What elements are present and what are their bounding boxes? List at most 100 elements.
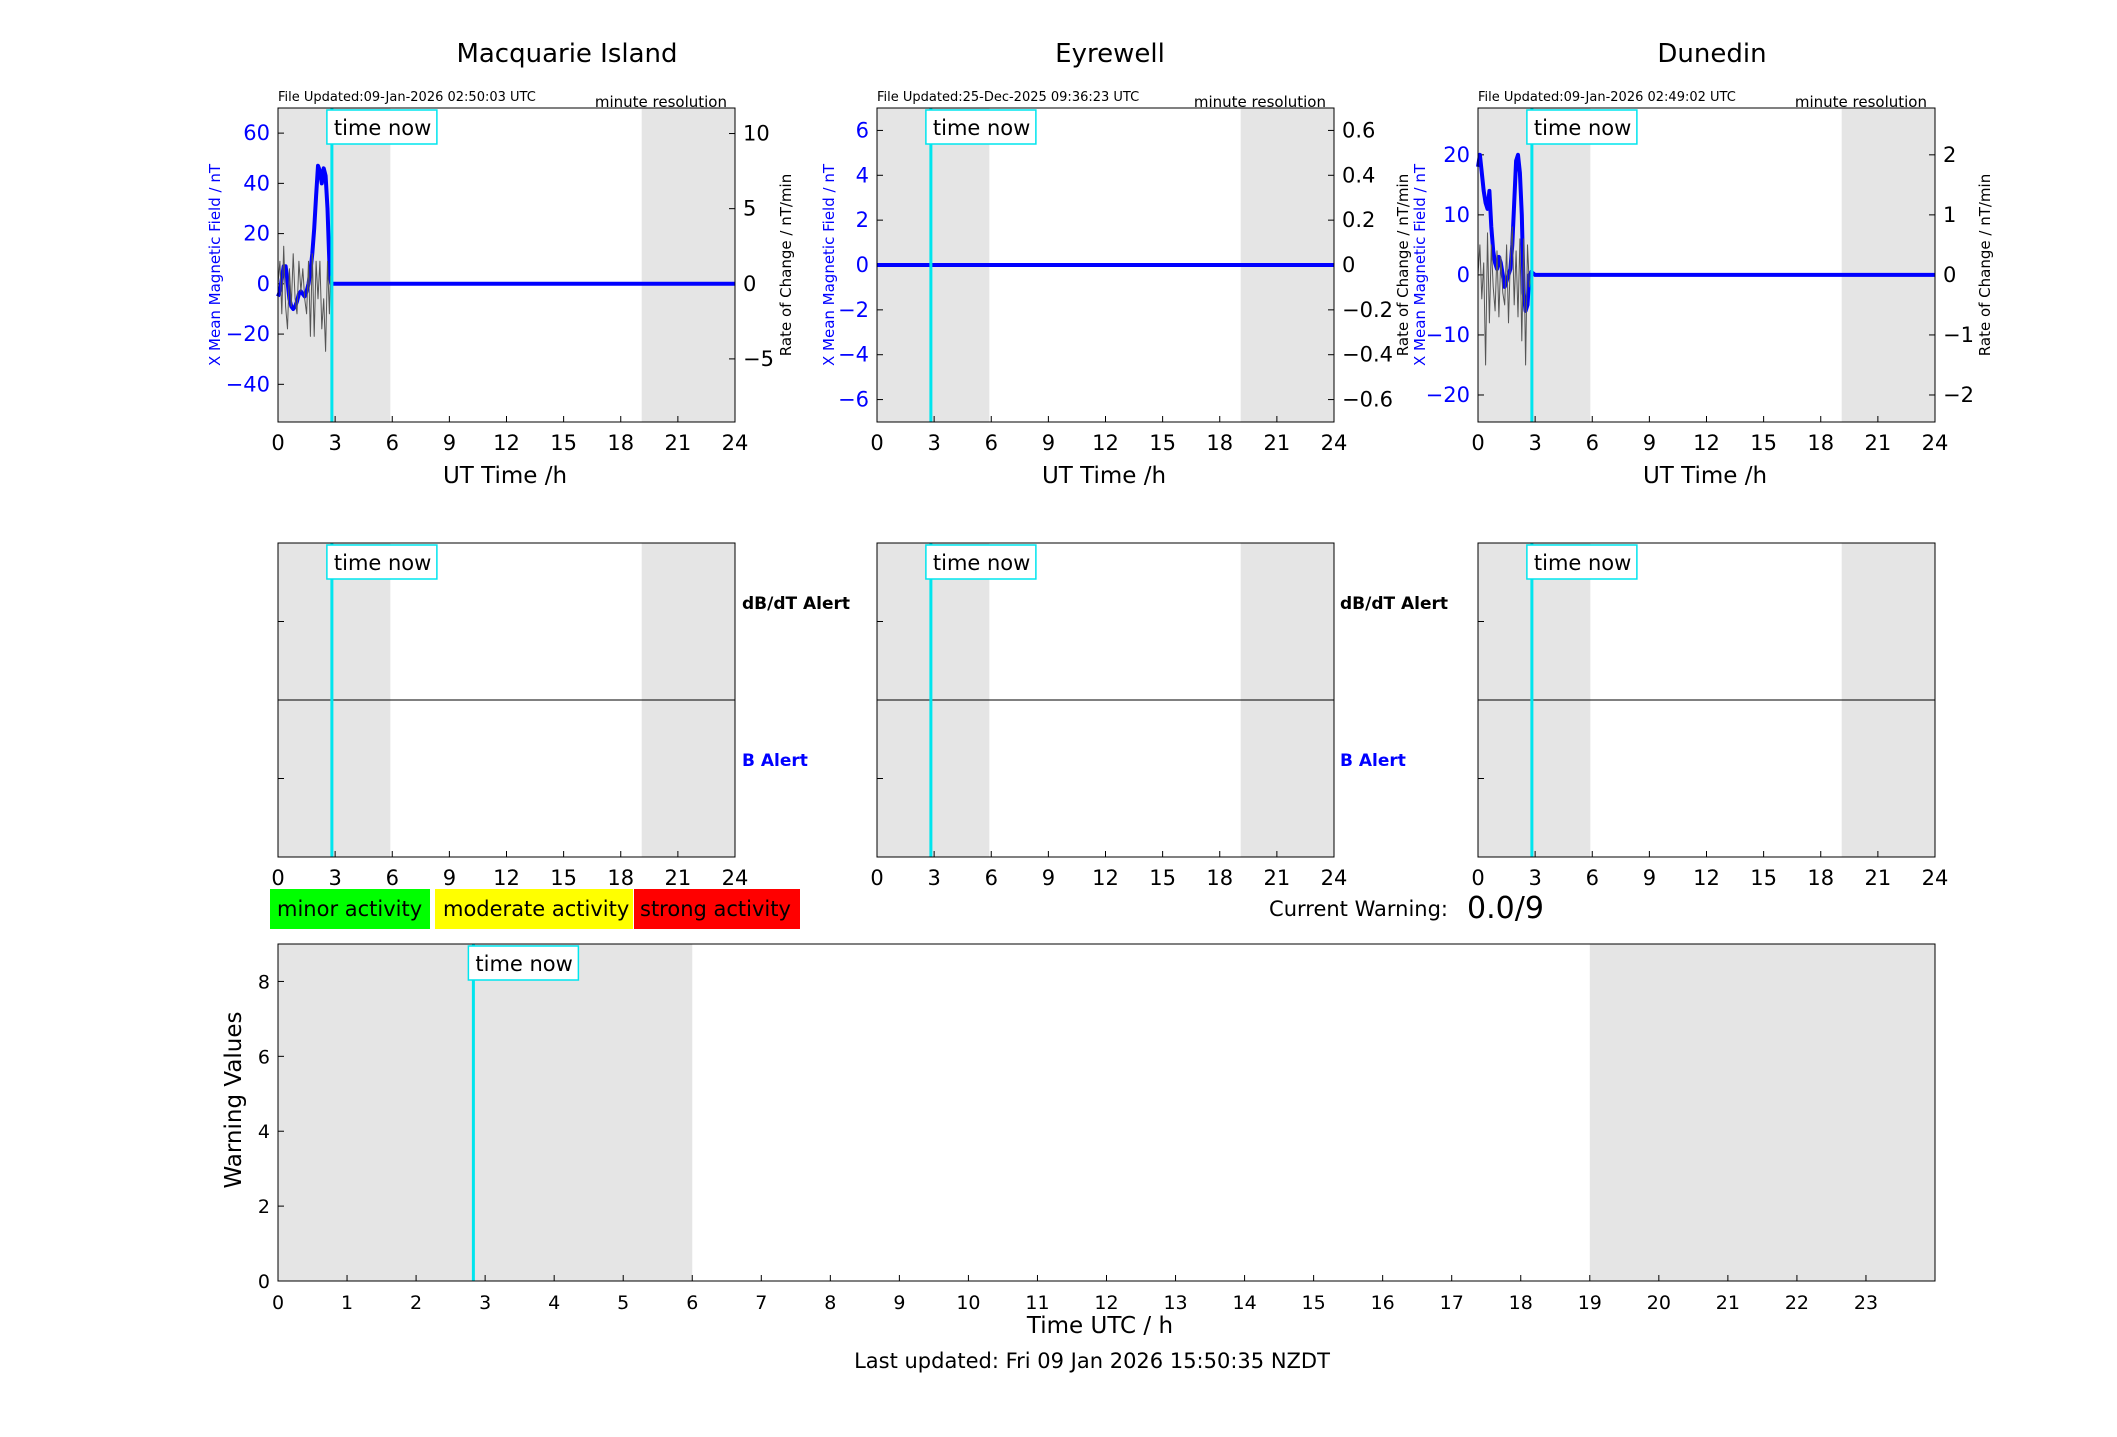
file-updated-dunedin: File Updated:09-Jan-2026 02:49:02 UTC	[1478, 90, 1736, 105]
x-tick-label: 22	[1785, 1292, 1809, 1314]
x-tick-label: 8	[824, 1292, 836, 1314]
x-tick-label: 24	[1321, 866, 1348, 890]
title-macquarie: Macquarie Island	[456, 39, 677, 69]
title-eyrewell: Eyrewell	[1055, 39, 1165, 69]
x-tick-label: 21	[1865, 866, 1892, 890]
xlabel-dunedin: UT Time /h	[1643, 463, 1767, 489]
x-tick-label: 1	[341, 1292, 353, 1314]
x-tick-label: 2	[410, 1292, 422, 1314]
axes-frame	[876, 542, 1335, 858]
file-updated-eyrewell: File Updated:25-Dec-2025 09:36:23 UTC	[877, 90, 1139, 105]
x-tick-label: 9	[893, 1292, 905, 1314]
x-field-line	[1476, 152, 1935, 313]
y2-tick-label: 0	[1342, 253, 1355, 277]
warning-ylabel: Warning Values	[221, 1011, 247, 1188]
ylabel-left-dunedin: X Mean Magnetic Field / nT	[1411, 163, 1429, 366]
x-tick-label: 3	[479, 1292, 491, 1314]
x-tick-label: 21	[665, 431, 692, 455]
ylabel-right-dunedin: Rate of Change / nT/min	[1976, 174, 1994, 356]
xlabel-eyrewell: UT Time /h	[1042, 463, 1166, 489]
x-tick-label: 15	[1750, 431, 1777, 455]
x-tick-label: 3	[1528, 866, 1541, 890]
x-tick-label: 18	[1206, 431, 1233, 455]
x-tick-label: 6	[1586, 866, 1599, 890]
last-updated: Last updated: Fri 09 Jan 2026 15:50:35 N…	[854, 1349, 1330, 1373]
x-tick-label: 18	[607, 866, 634, 890]
axes-frame	[277, 542, 736, 858]
xlabel-macquarie: UT Time /h	[443, 463, 567, 489]
time-now-box	[925, 109, 1037, 145]
x-tick-label: 12	[493, 431, 520, 455]
x-tick-label: 9	[1042, 866, 1055, 890]
night-shade-band	[641, 108, 735, 422]
x-tick-label: 21	[1264, 431, 1291, 455]
axes-frame	[1477, 107, 1936, 423]
x-tick-label: 21	[1716, 1292, 1740, 1314]
y-tick-label: 20	[1443, 143, 1470, 167]
x-tick-label: 14	[1232, 1292, 1256, 1314]
x-tick-label: 12	[1092, 431, 1119, 455]
x-tick-label: 24	[722, 866, 749, 890]
x-tick-label: 0	[870, 866, 883, 890]
plot-macquarie-alerts: 0 3 6 9 12 15 18 21 24 time now	[271, 542, 749, 890]
x-tick-label: 17	[1440, 1292, 1464, 1314]
y-tick-label: −6	[838, 388, 869, 412]
x-tick-label: 0	[1471, 866, 1484, 890]
x-tick-label: 6	[985, 866, 998, 890]
x-tick-label: 15	[1149, 431, 1176, 455]
x-tick-label: 18	[607, 431, 634, 455]
y-tick-label: 0	[257, 272, 270, 296]
strong-activity-label: strong activity	[640, 897, 791, 921]
resolution-dunedin: minute resolution	[1795, 93, 1927, 111]
y-tick-label: 0	[856, 253, 869, 277]
time-now-label: time now	[933, 116, 1030, 140]
x-tick-label: 9	[443, 866, 456, 890]
x-tick-label: 24	[1922, 431, 1949, 455]
y2-tick-label: 0.6	[1342, 118, 1375, 142]
x-tick-label: 16	[1371, 1292, 1395, 1314]
rate-of-change-line	[1477, 226, 1532, 366]
y-tick-label: 4	[856, 163, 869, 187]
x-tick-label: 13	[1163, 1292, 1187, 1314]
x-tick-label: 19	[1578, 1292, 1602, 1314]
x-tick-label: 6	[386, 866, 399, 890]
x-tick-label: 21	[1865, 431, 1892, 455]
x-tick-label: 18	[1807, 866, 1834, 890]
plot-dunedin-alerts: 0 3 6 9 12 15 18 21 24 time now	[1471, 542, 1949, 890]
y2-tick-label: −1	[1943, 323, 1974, 347]
plot-macquarie-magnetic: 0 3 6 9 12 15 18 21 24 −40 −20 0 20 40 60 −5 0 5 10 time no…	[226, 107, 774, 455]
x-tick-label: 12	[1094, 1292, 1118, 1314]
x-tick-label: 6	[386, 431, 399, 455]
y-tick-label: 2	[856, 208, 869, 232]
time-now-label: time now	[334, 551, 431, 575]
minor-activity-label: minor activity	[277, 897, 422, 921]
b-alert-label-eyrewell: B Alert	[1340, 751, 1406, 771]
x-tick-label: 12	[1092, 866, 1119, 890]
x-tick-label: 24	[1922, 866, 1949, 890]
x-tick-label: 6	[985, 431, 998, 455]
time-now-label: time now	[334, 116, 431, 140]
x-tick-label: 12	[1693, 431, 1720, 455]
x-tick-label: 18	[1509, 1292, 1533, 1314]
y-tick-label: 4	[258, 1121, 270, 1143]
y2-tick-label: −2	[1943, 383, 1974, 407]
resolution-eyrewell: minute resolution	[1194, 93, 1326, 111]
y2-tick-label: −0.2	[1342, 298, 1393, 322]
x-tick-label: 10	[956, 1292, 980, 1314]
time-now-box	[1526, 544, 1638, 580]
y2-tick-label: 0	[1943, 263, 1956, 287]
time-now-box	[467, 945, 580, 981]
ylabel-left-eyrewell: X Mean Magnetic Field / nT	[820, 163, 838, 366]
y2-tick-label: 0.4	[1342, 163, 1375, 187]
resolution-macquarie: minute resolution	[595, 93, 727, 111]
axes-frame	[277, 107, 736, 423]
x-tick-label: 7	[755, 1292, 767, 1314]
x-tick-label: 9	[1042, 431, 1055, 455]
time-now-box	[925, 544, 1037, 580]
x-tick-label: 21	[665, 866, 692, 890]
y-tick-label: 8	[258, 971, 270, 993]
x-tick-label: 3	[328, 431, 341, 455]
y2-tick-label: −0.6	[1342, 388, 1393, 412]
time-now-label: time now	[933, 551, 1030, 575]
x-tick-label: 24	[1321, 431, 1348, 455]
